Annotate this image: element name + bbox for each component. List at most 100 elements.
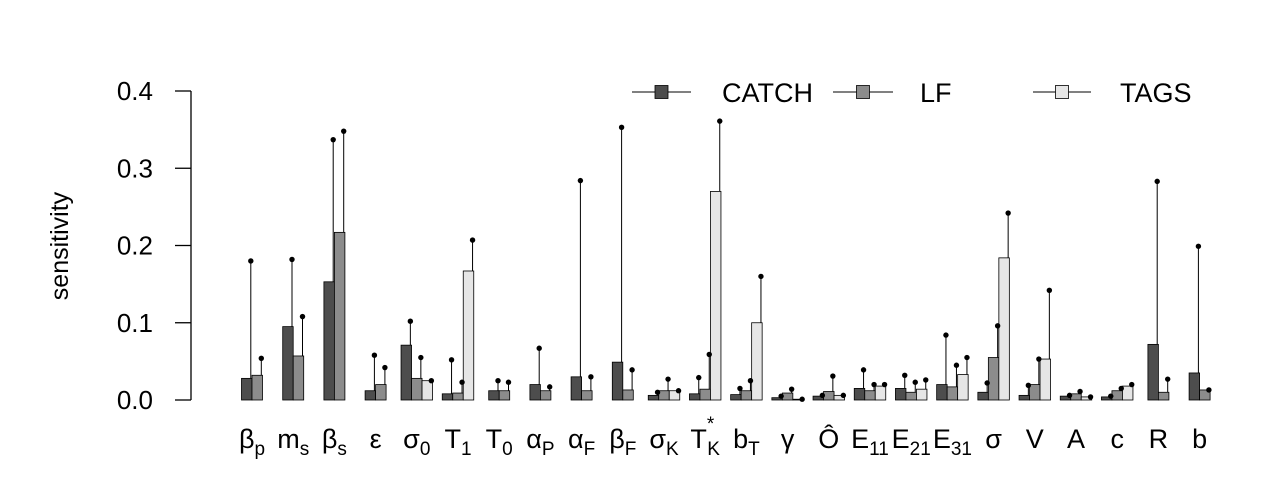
category-label-base: T xyxy=(486,424,503,454)
category-label-c: c xyxy=(1110,424,1124,454)
error-tip-catch-E_31 xyxy=(943,332,949,338)
category-label-base: σ xyxy=(403,424,420,454)
error-tip-tags-b_T xyxy=(758,273,764,280)
error-tip-lf-sigma_K xyxy=(665,376,671,382)
error-tip-catch-alpha_P xyxy=(536,345,542,351)
category-label-sub: 0 xyxy=(420,439,431,460)
error-tip-tags-sigma_0 xyxy=(428,377,435,384)
category-label-b_T: bT xyxy=(733,424,760,460)
bar-lf-sigma xyxy=(987,357,1000,401)
category-label-sub: F xyxy=(584,439,596,460)
error-tip-catch-b_T xyxy=(737,385,743,392)
category-label-base: m xyxy=(277,424,300,454)
bar-lf-b xyxy=(1199,389,1211,401)
bar-catch-beta_s xyxy=(323,281,335,401)
bar-catch-b xyxy=(1188,372,1200,401)
bar-tags-c xyxy=(1122,385,1134,401)
category-label-beta_p: βp xyxy=(239,424,265,460)
category-label-E_11: E11 xyxy=(851,424,889,460)
bar-lf-gamma xyxy=(781,392,794,401)
category-label-base: A xyxy=(1067,424,1085,454)
error-tip-catch-T_1 xyxy=(448,357,455,363)
legend-swatch xyxy=(654,85,669,99)
bar-catch-sigma_0 xyxy=(400,344,412,401)
category-label-epsilon: ε xyxy=(370,424,382,454)
error-tip-catch-E_11 xyxy=(860,367,867,373)
legend: CATCH LF TAGS xyxy=(632,78,1192,108)
category-label-R: R xyxy=(1149,424,1169,454)
error-tip-lf-beta_p xyxy=(258,355,264,361)
category-label-base: E xyxy=(851,424,869,454)
category-label-gamma: γ xyxy=(781,424,795,454)
bar-lf-sigma_K xyxy=(658,390,670,401)
bar-tags-E_11 xyxy=(874,385,887,401)
error-tip-catch-beta_s xyxy=(330,136,336,143)
error-tip-lf-sigma_0 xyxy=(418,354,424,361)
category-label-base: σ xyxy=(649,424,666,454)
category-label-base: R xyxy=(1149,424,1169,454)
legend-label: LF xyxy=(920,78,952,108)
error-tip-tags-E_31 xyxy=(964,354,970,361)
bar-catch-E_11 xyxy=(853,388,866,401)
category-label-sub: P xyxy=(542,439,555,460)
category-label-base: E xyxy=(892,424,910,454)
error-tip-catch-A xyxy=(1066,392,1073,399)
bar-lf-epsilon xyxy=(375,384,387,401)
category-label-base: β xyxy=(322,424,338,454)
error-tip-catch-sigma_K xyxy=(654,389,661,395)
category-label-E_31: E31 xyxy=(933,424,972,460)
y-tick-label: 0.0 xyxy=(117,385,153,415)
error-tip-lf-c xyxy=(1118,385,1124,392)
error-tip-catch-m_s xyxy=(289,256,295,263)
error-tip-catch-V xyxy=(1025,382,1032,389)
category-label-base: α xyxy=(568,424,584,454)
error-tip-lf-E_11 xyxy=(871,381,877,388)
bar-lf-T_0 xyxy=(498,390,511,401)
category-label-base: c xyxy=(1110,424,1124,454)
y-axis: 0.0 0.1 0.2 0.3 0.4 xyxy=(117,76,192,415)
category-label-V: V xyxy=(1026,424,1044,454)
error-tip-lf-E_31 xyxy=(953,362,960,368)
error-tip-lf-beta_F xyxy=(629,367,635,373)
error-tip-tags-V xyxy=(1046,287,1053,294)
bar-lf-beta_p xyxy=(251,374,263,401)
error-tip-lf-T_K_star xyxy=(706,351,712,358)
bar-lf-T_K_star xyxy=(699,388,711,401)
error-tip-tags-O_hat xyxy=(840,392,847,399)
category-label-base: α xyxy=(526,424,542,454)
error-tip-lf-b xyxy=(1206,387,1212,393)
y-tick-label: 0.3 xyxy=(117,153,153,183)
legend-label: TAGS xyxy=(1120,78,1192,108)
bar-tags-T_K_star xyxy=(710,191,722,401)
bar-lf-beta_s xyxy=(333,231,346,401)
bar-lf-b_T xyxy=(740,390,753,401)
bar-lf-O_hat xyxy=(823,391,835,401)
error-tip-catch-sigma xyxy=(984,380,990,386)
category-label-base: b xyxy=(733,424,748,454)
error-tip-tags-E_11 xyxy=(881,381,888,388)
bar-catch-beta_F xyxy=(611,361,624,401)
bar-tags-E_31 xyxy=(957,374,969,401)
category-label-base: σ xyxy=(985,424,1002,454)
bar-lf-E_31 xyxy=(946,386,959,401)
category-label-base: T xyxy=(444,424,461,454)
y-tick-label: 0.1 xyxy=(117,308,153,338)
error-tip-tags-sigma xyxy=(1005,210,1011,216)
error-tip-catch-b xyxy=(1195,243,1202,249)
legend-item-catch: CATCH xyxy=(632,78,813,108)
error-tip-catch-O_hat xyxy=(819,392,826,399)
legend-swatch xyxy=(1055,85,1069,99)
category-label-sub: 11 xyxy=(869,439,889,460)
error-tip-lf-R xyxy=(1165,376,1171,382)
error-tip-lf-gamma xyxy=(788,386,795,392)
error-tip-lf-O_hat xyxy=(830,373,836,379)
bar-groups xyxy=(241,191,1211,401)
bar-catch-E_21 xyxy=(895,388,907,401)
error-tip-catch-c xyxy=(1108,393,1114,399)
bar-lf-T_1 xyxy=(452,392,464,401)
category-label-T_0: T0 xyxy=(486,424,513,460)
error-tip-catch-T_0 xyxy=(495,377,501,384)
category-label-T_K_star: T* K xyxy=(690,414,720,460)
error-tip-tags-sigma_K xyxy=(675,388,682,394)
bar-catch-alpha_F xyxy=(570,376,582,401)
